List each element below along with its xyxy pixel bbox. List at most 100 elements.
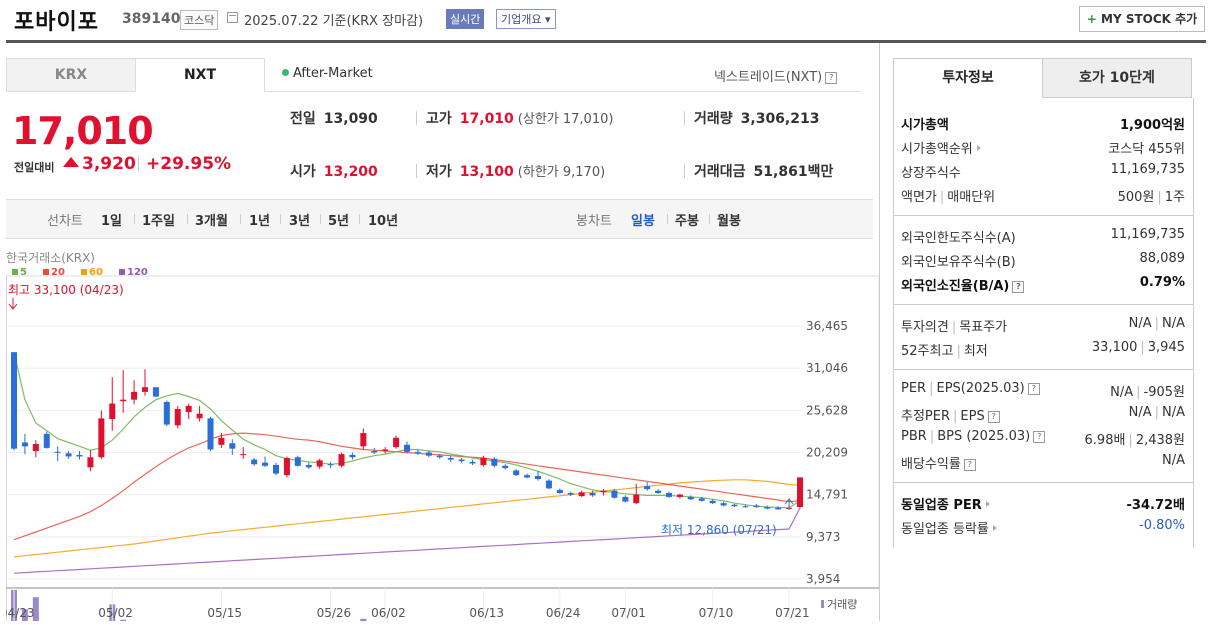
help-icon[interactable]: ? xyxy=(987,411,1000,423)
period-3y[interactable]: 3년 xyxy=(289,214,311,229)
volume-legend-swatch xyxy=(821,600,824,608)
volume-legend-label: 거래량 xyxy=(827,598,857,611)
bps-value: 2,438원 xyxy=(1135,433,1185,448)
period-3m[interactable]: 3개월 xyxy=(195,214,228,229)
industry-per-row[interactable]: 동일업종 PER -34.72배 xyxy=(901,494,1185,514)
divider xyxy=(894,215,1193,216)
period-5y[interactable]: 5년 xyxy=(328,214,350,229)
candle-body xyxy=(578,492,585,497)
y-tick-label: 20,209 xyxy=(806,446,848,460)
help-icon[interactable]: ? xyxy=(825,72,838,84)
candle-body xyxy=(491,458,498,466)
legend-label: 5 xyxy=(20,267,27,278)
foreign-hold-label: 외국인보유주식수(B) xyxy=(901,255,1016,270)
nextrade-label: 넥스트레이드(NXT) xyxy=(714,70,823,85)
volume-bar xyxy=(32,597,39,625)
candle-monthly[interactable]: 월봉 xyxy=(717,214,741,229)
candlestick-chart-svg[interactable]: 36,465 31,046 25,628 20,209 14,791 9,373 3,954… xyxy=(0,246,880,625)
x-tick-label: 07/01 xyxy=(611,606,646,620)
market-cap-row: 시가총액 1,900억원 xyxy=(901,114,1185,134)
tab-nxt[interactable]: NXT xyxy=(135,58,265,92)
tab-krx[interactable]: KRX xyxy=(6,58,136,92)
caret-right-icon xyxy=(992,525,997,531)
pbr-label: PBR xyxy=(901,429,927,444)
trade-amount: 거래대금 51,861백만 xyxy=(694,161,833,181)
candle-body xyxy=(458,459,465,462)
low52-label: 최저 xyxy=(963,344,988,359)
market-cap-rank-value: 코스닥 455위 xyxy=(1108,142,1185,157)
candle-body xyxy=(753,505,760,508)
realtime-button[interactable]: 실시간 xyxy=(446,9,485,29)
candle-body xyxy=(98,418,105,458)
amount-value: 51,861 xyxy=(753,164,808,180)
period-1w[interactable]: 1주일 xyxy=(142,214,175,229)
lower-limit: (하한가 9,170) xyxy=(517,165,606,180)
tab-orderbook[interactable]: 호가 10단계 xyxy=(1042,58,1192,98)
divider xyxy=(280,214,281,224)
high-annotation: 최고 33,100 (04/23) xyxy=(8,283,124,297)
candle-body xyxy=(611,490,618,498)
volume-bar xyxy=(21,609,28,625)
company-overview-dropdown[interactable]: 기업개요 ▾ xyxy=(496,9,556,29)
candle-daily[interactable]: 일봉 xyxy=(631,214,655,229)
volume-value: 3,306,213 xyxy=(740,111,820,127)
x-tick-label: 06/02 xyxy=(371,606,406,620)
y-tick-label: 25,628 xyxy=(806,403,848,417)
divider xyxy=(667,214,668,224)
candle-body xyxy=(469,461,476,464)
open-price: 시가 13,200 xyxy=(290,161,378,181)
industry-rate-label: 동일업종 등락률 xyxy=(901,522,989,537)
help-icon[interactable]: ? xyxy=(1033,431,1046,443)
chart-source-label: 한국거래소(KRX) xyxy=(6,251,95,265)
help-icon[interactable]: ? xyxy=(1012,281,1025,293)
candle-body xyxy=(218,437,225,445)
x-tick-label: 07/10 xyxy=(699,606,734,620)
candle-body xyxy=(414,451,421,453)
stock-header: 포바이포 389140 코스닥 2025.07.22 기준(KRX 장마감) 실… xyxy=(0,0,1221,42)
tab-invest-info[interactable]: 투자정보 xyxy=(893,58,1043,98)
volume-label: 거래량 xyxy=(694,111,733,127)
divider xyxy=(684,164,685,178)
low-annotation: 최저 12,860 (07/21) xyxy=(661,523,777,537)
bps-label: BPS (2025.03) xyxy=(937,429,1031,444)
legend-label: 120 xyxy=(127,267,148,278)
help-icon[interactable]: ? xyxy=(1027,383,1040,395)
x-tick-label: 06/13 xyxy=(469,606,504,620)
period-1y[interactable]: 1년 xyxy=(249,214,271,229)
high52-label: 52주최고 xyxy=(901,344,954,359)
low-marker-arrowhead xyxy=(784,498,794,505)
par-value: 500원 xyxy=(1117,190,1155,205)
candle-body xyxy=(273,465,279,474)
candle-body xyxy=(240,454,247,456)
nextrade-link[interactable]: 넥스트레이드(NXT)? xyxy=(714,66,838,85)
divider xyxy=(894,304,1193,305)
candle-body xyxy=(775,507,782,510)
foreign-ratio-value: 0.79% xyxy=(1139,275,1185,290)
candle-body xyxy=(109,403,116,420)
candle-body xyxy=(371,451,378,453)
upper-limit: (상한가 17,010) xyxy=(517,112,614,127)
price-chart[interactable]: 36,465 31,046 25,628 20,209 14,791 9,373 3,954… xyxy=(0,246,880,625)
candle-body xyxy=(709,500,716,504)
divider xyxy=(416,111,417,125)
legend-swatch xyxy=(43,269,49,275)
52week-row: 52주최고 | 최저 33,100 | 3,945 xyxy=(901,340,1185,359)
candle-body xyxy=(731,504,738,507)
industry-rate-row[interactable]: 동일업종 등락률 -0.80% xyxy=(901,518,1185,538)
help-icon[interactable]: ? xyxy=(963,459,976,471)
candle-body xyxy=(185,405,192,413)
market-cap-rank-row[interactable]: 시가총액순위 코스닥 455위 xyxy=(901,138,1185,158)
low-label: 저가 xyxy=(426,164,452,180)
x-tick-label: 05/26 xyxy=(317,606,352,620)
add-my-stock-button[interactable]: + MY STOCK 추가 xyxy=(1079,6,1205,32)
y-tick-label: 3,954 xyxy=(806,572,840,586)
high-label: 고가 xyxy=(426,111,452,127)
x-tick-label: 07/21 xyxy=(775,606,810,620)
period-10y[interactable]: 10년 xyxy=(368,214,399,229)
candle-weekly[interactable]: 주봉 xyxy=(675,214,699,229)
period-1d[interactable]: 1일 xyxy=(101,214,123,229)
after-market-label: After-Market xyxy=(293,66,373,81)
opinion-label: 투자의견 xyxy=(901,320,949,335)
y-tick-label: 9,373 xyxy=(806,530,840,544)
market-cap-rank-label: 시가총액순위 xyxy=(901,142,973,157)
